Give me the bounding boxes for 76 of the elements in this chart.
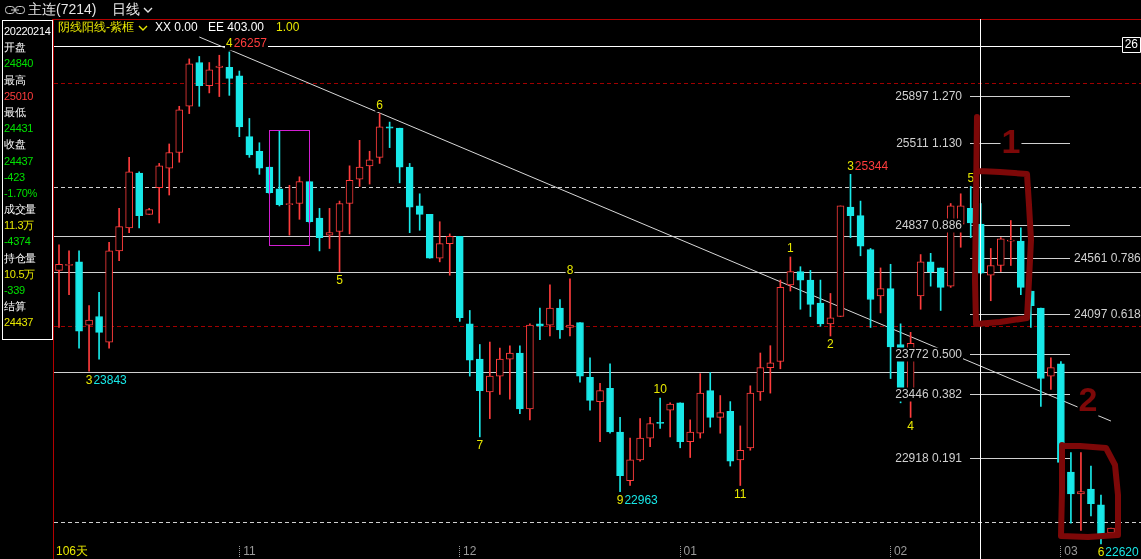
text: 11.3万	[4, 218, 36, 234]
chart-title: 主连(7214)	[28, 1, 97, 19]
text: -4374	[4, 234, 32, 250]
text: 持仓量	[4, 250, 38, 266]
annotation: 2	[827, 337, 835, 352]
text: 最高	[4, 72, 27, 88]
annotation: 阴线阳线-紫框	[58, 20, 134, 35]
annotation: XX 0.00	[155, 20, 198, 35]
annotation: 11	[734, 486, 747, 501]
annotation: 4	[907, 418, 915, 433]
text: 24431	[4, 121, 35, 137]
x-tick-label: 03	[1064, 544, 1078, 559]
annotation: 5	[336, 272, 344, 287]
annotation: 5	[967, 170, 975, 185]
ref-line-label: 24097 0.618	[1074, 306, 1141, 321]
annotation: 23843	[93, 372, 128, 387]
x-tick-label: 11	[243, 544, 256, 559]
ref-line-label: 24837 0.886	[895, 217, 963, 232]
candlestick	[55, 244, 63, 328]
candlestick	[736, 425, 745, 486]
annotation: 3	[847, 158, 855, 173]
candlestick	[415, 193, 424, 231]
text: 10.5万	[4, 266, 36, 282]
x-tick-label: 02	[893, 544, 908, 559]
candlestick	[986, 248, 995, 302]
annotation: 6	[1097, 545, 1105, 559]
annotation: 25344	[854, 158, 889, 173]
candlestick	[215, 54, 224, 97]
annotation: 1	[1001, 122, 1021, 161]
chart-subtitle: 日线	[112, 1, 141, 19]
annotation: 7	[476, 438, 484, 453]
annotation: 26257	[233, 36, 268, 51]
candlestick	[566, 278, 574, 337]
text: 24840	[4, 56, 35, 72]
text: -1.70%	[4, 185, 39, 201]
text: 24437	[4, 315, 35, 331]
ref-line-label: 22918 0.191	[895, 450, 963, 465]
annotation: 10	[653, 382, 668, 397]
annotation: 9	[616, 492, 624, 507]
annotation: 2	[1078, 380, 1098, 419]
candlestick	[1077, 452, 1085, 531]
candlestick	[445, 233, 454, 276]
annotation: EE 403.00	[208, 20, 265, 35]
candlestick	[536, 307, 544, 340]
text: 20220214	[4, 24, 52, 39]
annotation: 106天	[56, 544, 89, 559]
annotation: 3	[85, 372, 93, 387]
annotation: 1	[787, 241, 795, 256]
ref-line-label: 25511 1.130	[896, 135, 963, 150]
annotation: 4	[225, 36, 233, 51]
candlestick	[485, 341, 494, 419]
ref-line-label: 24561 0.786	[1074, 250, 1141, 265]
candlestick	[596, 383, 604, 443]
ref-line-label: 25897 1.270	[895, 88, 963, 103]
candlestick	[716, 395, 725, 434]
x-tick-label: 12	[463, 544, 477, 559]
candlestick	[85, 305, 93, 372]
annotation: 22620	[1105, 545, 1139, 559]
candlestick	[1006, 220, 1015, 266]
annotation: 1.00	[276, 20, 300, 35]
text: 成交量	[4, 202, 38, 218]
ref-line-label: 23772 0.500	[895, 346, 963, 361]
annotation: 22963	[624, 492, 659, 507]
text: 结算	[4, 299, 27, 315]
x-tick-label: 01	[683, 544, 698, 559]
text: -423	[4, 169, 26, 185]
text: 24437	[4, 153, 35, 169]
text: -339	[4, 283, 26, 298]
text: 26	[1124, 37, 1139, 52]
text: 25010	[4, 88, 35, 104]
ref-line-label: 23446 0.382	[895, 386, 963, 401]
annotation: 6	[376, 97, 384, 112]
text: 开盘	[4, 40, 27, 56]
text: 最低	[4, 104, 27, 120]
text: 收盘	[4, 137, 27, 153]
annotation: 8	[566, 263, 574, 278]
